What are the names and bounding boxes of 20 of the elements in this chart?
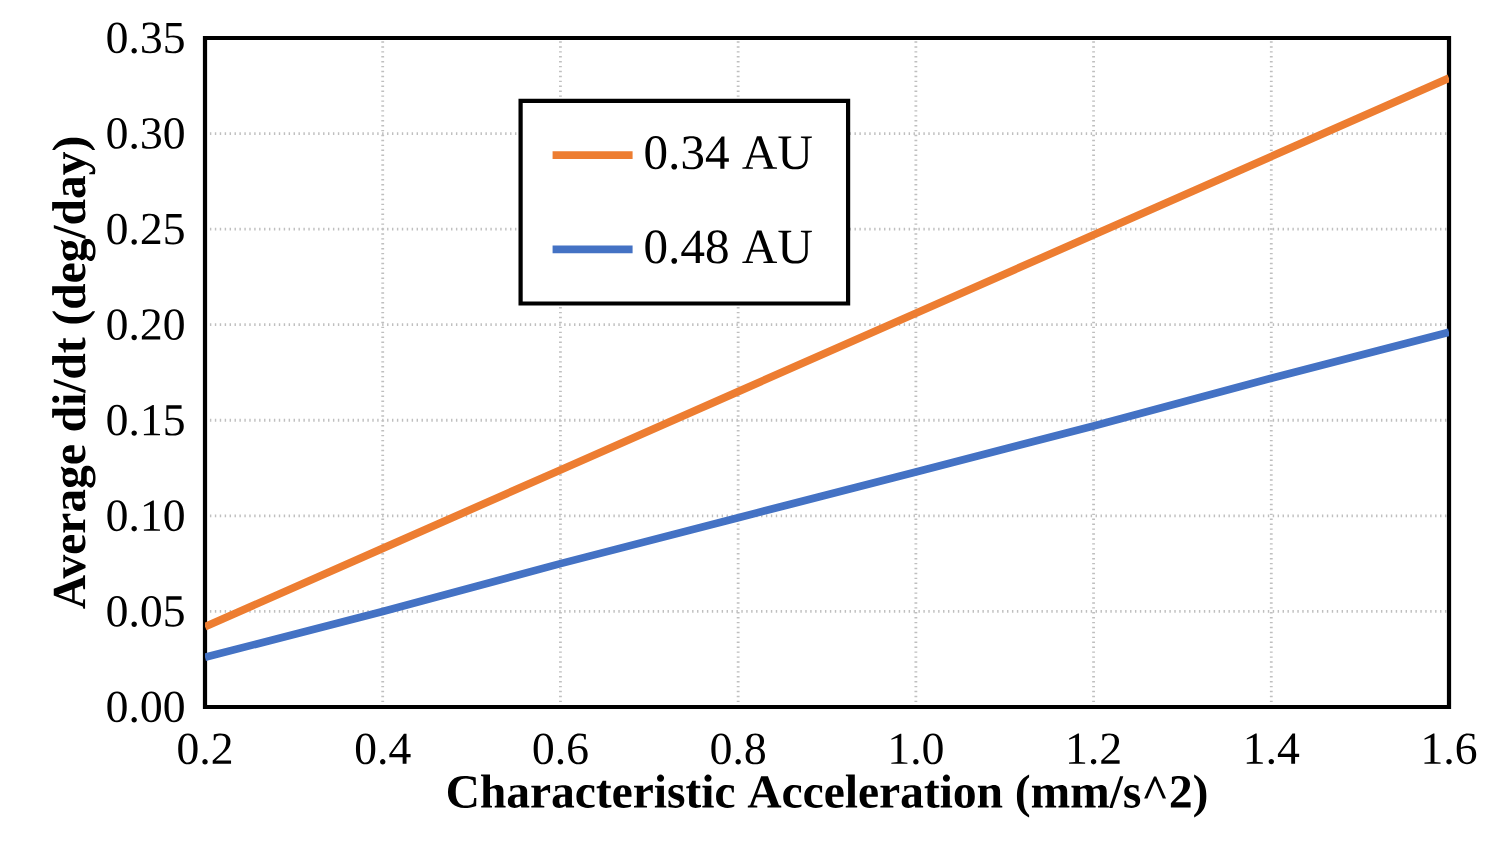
y-tick-label: 0.15 [107, 404, 184, 436]
y-tick-label: 0.20 [107, 309, 184, 341]
legend-label: 0.48 AU [645, 230, 812, 264]
x-tick-label: 1.2 [1069, 733, 1120, 765]
x-axis-title: Characteristic Acceleration (mm/s^2) [447, 774, 1207, 818]
x-tick-label: 0.6 [533, 733, 588, 765]
x-tick-label: 0.8 [711, 733, 765, 765]
legend-label: 0.34 AU [645, 136, 812, 170]
x-tick-label: 0.2 [178, 733, 232, 765]
y-tick-label: 0.25 [107, 213, 184, 245]
x-tick-label: 1.0 [891, 733, 943, 765]
y-tick-label: 0.35 [107, 22, 184, 54]
y-axis-title: Average di/dt (deg/day) [52, 137, 96, 609]
y-tick-label: 0.05 [107, 595, 184, 627]
x-tick-label: 1.6 [1424, 733, 1477, 765]
y-tick-label: 0.30 [107, 118, 184, 150]
y-tick-label: 0.10 [107, 500, 184, 532]
y-tick-label: 0.00 [107, 691, 184, 723]
x-tick-label: 0.4 [355, 733, 411, 765]
x-tick-label: 1.4 [1246, 733, 1300, 765]
